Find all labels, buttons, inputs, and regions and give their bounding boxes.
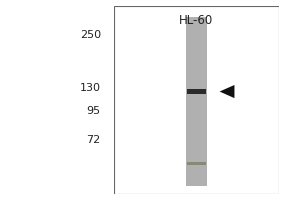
Text: 250: 250 [80,30,101,40]
Bar [187,89,206,94]
Text: 95: 95 [87,106,101,116]
Text: 130: 130 [80,83,101,93]
Polygon shape [220,85,235,98]
Bar [187,162,206,165]
Bar [186,17,207,186]
Text: 72: 72 [87,135,101,145]
Text: HL-60: HL-60 [179,14,214,27]
